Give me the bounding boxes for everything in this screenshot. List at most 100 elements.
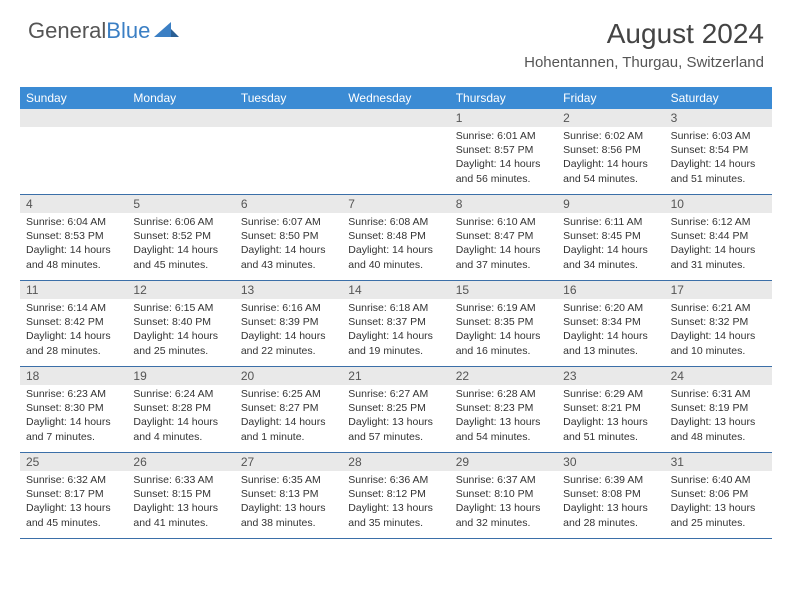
- brand-logo: GeneralBlue: [28, 18, 180, 44]
- day-number: 20: [235, 367, 342, 385]
- weekday-header-row: Sunday Monday Tuesday Wednesday Thursday…: [20, 87, 772, 109]
- day-number: 29: [450, 453, 557, 471]
- sunrise-line: Sunrise: 6:40 AM: [671, 473, 766, 487]
- day-detail: Sunrise: 6:25 AMSunset: 8:27 PMDaylight:…: [235, 385, 342, 448]
- calendar-cell: 18Sunrise: 6:23 AMSunset: 8:30 PMDayligh…: [20, 367, 127, 453]
- calendar-cell: 14Sunrise: 6:18 AMSunset: 8:37 PMDayligh…: [342, 281, 449, 367]
- day-number: 26: [127, 453, 234, 471]
- daylight-line: Daylight: 14 hours and 54 minutes.: [563, 157, 658, 185]
- day-number-bar: [235, 109, 342, 127]
- sunset-line: Sunset: 8:52 PM: [133, 229, 228, 243]
- sunrise-line: Sunrise: 6:04 AM: [26, 215, 121, 229]
- triangle-icon: [154, 20, 180, 43]
- day-detail: Sunrise: 6:37 AMSunset: 8:10 PMDaylight:…: [450, 471, 557, 534]
- calendar-cell: 13Sunrise: 6:16 AMSunset: 8:39 PMDayligh…: [235, 281, 342, 367]
- calendar-cell: 23Sunrise: 6:29 AMSunset: 8:21 PMDayligh…: [557, 367, 664, 453]
- weekday-header: Monday: [127, 87, 234, 109]
- calendar-cell: 12Sunrise: 6:15 AMSunset: 8:40 PMDayligh…: [127, 281, 234, 367]
- daylight-line: Daylight: 14 hours and 51 minutes.: [671, 157, 766, 185]
- day-detail: Sunrise: 6:39 AMSunset: 8:08 PMDaylight:…: [557, 471, 664, 534]
- sunrise-line: Sunrise: 6:19 AM: [456, 301, 551, 315]
- daylight-line: Daylight: 13 hours and 25 minutes.: [671, 501, 766, 529]
- day-detail: Sunrise: 6:12 AMSunset: 8:44 PMDaylight:…: [665, 213, 772, 276]
- daylight-line: Daylight: 14 hours and 10 minutes.: [671, 329, 766, 357]
- calendar-cell: 16Sunrise: 6:20 AMSunset: 8:34 PMDayligh…: [557, 281, 664, 367]
- brand-part2: Blue: [106, 18, 150, 43]
- sunrise-line: Sunrise: 6:01 AM: [456, 129, 551, 143]
- sunset-line: Sunset: 8:50 PM: [241, 229, 336, 243]
- sunset-line: Sunset: 8:06 PM: [671, 487, 766, 501]
- day-detail: Sunrise: 6:29 AMSunset: 8:21 PMDaylight:…: [557, 385, 664, 448]
- brand-part1: General: [28, 18, 106, 43]
- calendar-cell: 2Sunrise: 6:02 AMSunset: 8:56 PMDaylight…: [557, 109, 664, 195]
- calendar-cell: 6Sunrise: 6:07 AMSunset: 8:50 PMDaylight…: [235, 195, 342, 281]
- day-number: 16: [557, 281, 664, 299]
- calendar-cell: 11Sunrise: 6:14 AMSunset: 8:42 PMDayligh…: [20, 281, 127, 367]
- calendar-cell: 8Sunrise: 6:10 AMSunset: 8:47 PMDaylight…: [450, 195, 557, 281]
- day-detail: Sunrise: 6:27 AMSunset: 8:25 PMDaylight:…: [342, 385, 449, 448]
- calendar-cell: 31 Sunrise: 6:40 AMSunset: 8:06 PMDayligh…: [665, 453, 772, 539]
- daylight-line: Daylight: 13 hours and 38 minutes.: [241, 501, 336, 529]
- day-detail: Sunrise: 6:04 AMSunset: 8:53 PMDaylight:…: [20, 213, 127, 276]
- calendar-cell: 24Sunrise: 6:31 AMSunset: 8:19 PMDayligh…: [665, 367, 772, 453]
- daylight-line: Daylight: 14 hours and 25 minutes.: [133, 329, 228, 357]
- calendar-cell: 26Sunrise: 6:33 AMSunset: 8:15 PMDayligh…: [127, 453, 234, 539]
- sunrise-line: Sunrise: 6:02 AM: [563, 129, 658, 143]
- weekday-header: Sunday: [20, 87, 127, 109]
- daylight-line: Daylight: 14 hours and 45 minutes.: [133, 243, 228, 271]
- sunset-line: Sunset: 8:42 PM: [26, 315, 121, 329]
- day-number: 9: [557, 195, 664, 213]
- daylight-line: Daylight: 13 hours and 51 minutes.: [563, 415, 658, 443]
- calendar-cell: 28Sunrise: 6:36 AMSunset: 8:12 PMDayligh…: [342, 453, 449, 539]
- sunset-line: Sunset: 8:44 PM: [671, 229, 766, 243]
- sunset-line: Sunset: 8:39 PM: [241, 315, 336, 329]
- day-detail: Sunrise: 6:31 AMSunset: 8:19 PMDaylight:…: [665, 385, 772, 448]
- calendar-cell: 22Sunrise: 6:28 AMSunset: 8:23 PMDayligh…: [450, 367, 557, 453]
- sunset-line: Sunset: 8:25 PM: [348, 401, 443, 415]
- calendar-cell: 19Sunrise: 6:24 AMSunset: 8:28 PMDayligh…: [127, 367, 234, 453]
- day-detail: Sunrise: 6:20 AMSunset: 8:34 PMDaylight:…: [557, 299, 664, 362]
- day-detail: Sunrise: 6:32 AMSunset: 8:17 PMDaylight:…: [20, 471, 127, 534]
- day-detail: Sunrise: 6:19 AMSunset: 8:35 PMDaylight:…: [450, 299, 557, 362]
- sunrise-line: Sunrise: 6:29 AM: [563, 387, 658, 401]
- day-number: 18: [20, 367, 127, 385]
- sunset-line: Sunset: 8:28 PM: [133, 401, 228, 415]
- daylight-line: Daylight: 14 hours and 48 minutes.: [26, 243, 121, 271]
- calendar-cell: 29Sunrise: 6:37 AMSunset: 8:10 PMDayligh…: [450, 453, 557, 539]
- day-detail: Sunrise: 6:03 AMSunset: 8:54 PMDaylight:…: [665, 127, 772, 190]
- sunrise-line: Sunrise: 6:37 AM: [456, 473, 551, 487]
- sunset-line: Sunset: 8:53 PM: [26, 229, 121, 243]
- calendar-cell: 27Sunrise: 6:35 AMSunset: 8:13 PMDayligh…: [235, 453, 342, 539]
- calendar: Sunday Monday Tuesday Wednesday Thursday…: [20, 87, 772, 539]
- calendar-cell: 9Sunrise: 6:11 AMSunset: 8:45 PMDaylight…: [557, 195, 664, 281]
- day-detail: Sunrise: 6:10 AMSunset: 8:47 PMDaylight:…: [450, 213, 557, 276]
- sunrise-line: Sunrise: 6:11 AM: [563, 215, 658, 229]
- calendar-cell: 21Sunrise: 6:27 AMSunset: 8:25 PMDayligh…: [342, 367, 449, 453]
- weekday-header: Wednesday: [342, 87, 449, 109]
- weekday-header: Saturday: [665, 87, 772, 109]
- daylight-line: Daylight: 14 hours and 28 minutes.: [26, 329, 121, 357]
- day-detail: Sunrise: 6:16 AMSunset: 8:39 PMDaylight:…: [235, 299, 342, 362]
- daylight-line: Daylight: 14 hours and 31 minutes.: [671, 243, 766, 271]
- weekday-header: Tuesday: [235, 87, 342, 109]
- sunset-line: Sunset: 8:54 PM: [671, 143, 766, 157]
- day-number-bar: [20, 109, 127, 127]
- sunrise-line: Sunrise: 6:16 AM: [241, 301, 336, 315]
- sunset-line: Sunset: 8:17 PM: [26, 487, 121, 501]
- sunset-line: Sunset: 8:15 PM: [133, 487, 228, 501]
- day-detail: Sunrise: 6:08 AMSunset: 8:48 PMDaylight:…: [342, 213, 449, 276]
- sunrise-line: Sunrise: 6:21 AM: [671, 301, 766, 315]
- sunset-line: Sunset: 8:27 PM: [241, 401, 336, 415]
- day-detail: Sunrise: 6:23 AMSunset: 8:30 PMDaylight:…: [20, 385, 127, 448]
- day-detail: Sunrise: 6:01 AMSunset: 8:57 PMDaylight:…: [450, 127, 557, 190]
- sunrise-line: Sunrise: 6:36 AM: [348, 473, 443, 487]
- day-number: 3: [665, 109, 772, 127]
- day-detail: Sunrise: 6:02 AMSunset: 8:56 PMDaylight:…: [557, 127, 664, 190]
- day-detail: Sunrise: 6:21 AMSunset: 8:32 PMDaylight:…: [665, 299, 772, 362]
- day-number: 4: [20, 195, 127, 213]
- day-number: 31: [665, 453, 772, 471]
- daylight-line: Daylight: 13 hours and 45 minutes.: [26, 501, 121, 529]
- daylight-line: Daylight: 13 hours and 32 minutes.: [456, 501, 551, 529]
- sunset-line: Sunset: 8:47 PM: [456, 229, 551, 243]
- sunrise-line: Sunrise: 6:32 AM: [26, 473, 121, 487]
